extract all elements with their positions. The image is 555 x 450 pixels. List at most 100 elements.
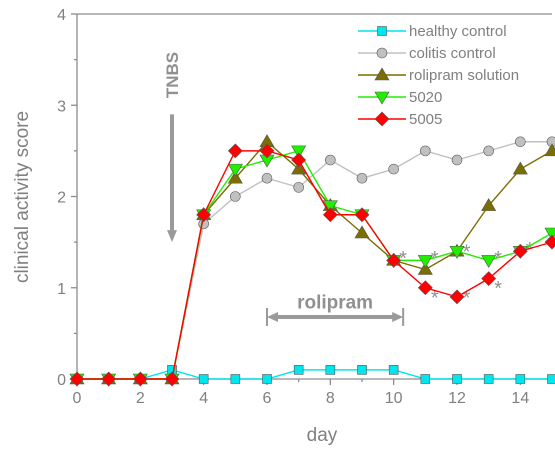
significance-star: * — [431, 287, 439, 309]
y-tick-label: 0 — [57, 372, 66, 389]
data-point — [196, 207, 212, 223]
legend-swatch-marker — [374, 91, 390, 105]
data-point — [227, 170, 243, 184]
data-point — [481, 198, 497, 211]
data-point — [322, 200, 338, 214]
legend-item: rolipram solution — [358, 67, 519, 84]
significance-star: * — [463, 287, 471, 309]
legend: healthy control colitis control rolipram s… — [358, 23, 519, 128]
data-point — [544, 143, 555, 157]
data-point — [452, 374, 462, 384]
data-point — [515, 374, 526, 384]
legend-label: healthy control — [409, 23, 507, 40]
data-point — [291, 145, 307, 159]
data-point — [227, 163, 243, 177]
significance-star: * — [463, 242, 471, 264]
data-point — [230, 191, 241, 202]
legend-item: healthy control — [358, 23, 507, 40]
significance-star: * — [494, 248, 502, 270]
x-axis-title: day — [307, 425, 338, 446]
significance-star: * — [526, 239, 534, 261]
data-point — [483, 374, 494, 384]
data-point — [101, 371, 117, 387]
series-line — [77, 369, 552, 380]
data-point — [481, 255, 497, 268]
data-point — [291, 152, 307, 168]
data-point — [259, 143, 275, 159]
y-tick-label: 1 — [57, 281, 66, 298]
legend-item: colitis control — [358, 45, 496, 62]
significance-star: * — [399, 248, 407, 270]
data-point — [354, 207, 370, 223]
data-point — [293, 365, 304, 375]
data-point — [354, 225, 370, 239]
legend-item: 5005 — [358, 111, 442, 128]
x-tick-label: 14 — [511, 390, 529, 407]
rolipram-arrow-right-head — [392, 311, 404, 322]
data-point — [325, 154, 336, 166]
data-point — [512, 161, 528, 175]
data-point — [483, 145, 494, 157]
x-tick-label: 4 — [199, 390, 208, 407]
y-tick-label: 3 — [57, 98, 66, 115]
data-point — [164, 371, 180, 387]
data-point — [544, 234, 555, 250]
data-point — [449, 289, 465, 305]
data-point — [417, 255, 433, 268]
x-tick-label: 8 — [326, 390, 335, 407]
legend-swatch-marker — [374, 67, 390, 81]
legend-swatch-marker — [374, 111, 390, 127]
data-point — [547, 374, 555, 384]
series-layer — [69, 134, 555, 387]
data-point — [262, 374, 272, 384]
data-point — [388, 163, 399, 175]
data-point — [322, 207, 338, 223]
data-point — [230, 374, 241, 384]
data-point — [357, 365, 367, 375]
data-point — [515, 136, 526, 148]
significance-star: * — [431, 248, 439, 270]
y-axis-title: clinical activity score — [12, 111, 33, 283]
x-tick-label: 12 — [448, 390, 466, 407]
data-point — [417, 261, 433, 275]
data-point — [449, 245, 465, 259]
data-point — [481, 271, 497, 287]
y-tick-label: 4 — [57, 7, 66, 24]
data-point — [420, 145, 431, 157]
data-point — [356, 172, 368, 184]
series-3 — [69, 145, 555, 387]
data-point — [227, 143, 243, 159]
rolipram-arrow-left-head — [267, 311, 278, 322]
x-tick-label: 10 — [385, 390, 403, 407]
legend-swatch-marker — [376, 47, 388, 59]
data-point — [198, 374, 209, 384]
data-point — [420, 374, 431, 384]
legend-label: 5020 — [409, 89, 442, 106]
legend-label: 5005 — [409, 111, 442, 128]
data-point — [132, 371, 148, 387]
tnbs-arrow-head — [167, 230, 177, 243]
series-1 — [71, 136, 555, 385]
legend-label: colitis control — [409, 45, 496, 62]
legend-item: 5020 — [358, 89, 442, 106]
data-point — [417, 280, 433, 296]
data-point — [386, 252, 402, 268]
tnbs-label: TNBS — [163, 52, 182, 98]
legend-swatch-marker — [377, 26, 387, 36]
series-line — [77, 150, 553, 380]
significance-star: * — [494, 278, 502, 300]
legend-label: rolipram solution — [409, 67, 519, 84]
data-point — [451, 154, 463, 166]
x-tick-label: 0 — [73, 390, 82, 407]
rolipram-label: rolipram — [297, 292, 373, 313]
data-point — [69, 371, 85, 387]
series-4 — [69, 143, 555, 387]
series-line — [77, 150, 553, 380]
data-point — [512, 243, 528, 259]
x-tick-label: 6 — [263, 390, 272, 407]
data-point — [291, 161, 307, 175]
y-tick-label: 2 — [57, 190, 66, 207]
x-tick-label: 2 — [136, 390, 145, 407]
